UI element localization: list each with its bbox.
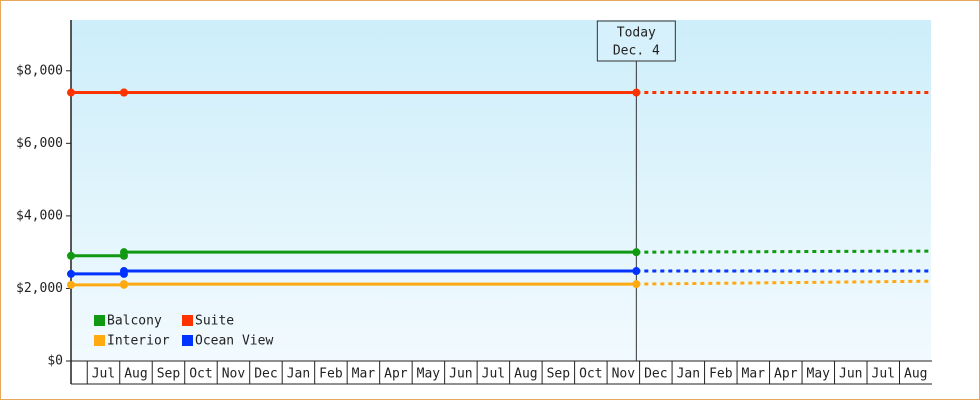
legend-swatch [94, 335, 105, 346]
price-point [632, 280, 641, 289]
price-point [67, 88, 75, 97]
x-tick-label: Jul [92, 367, 115, 382]
y-tick-label: $4,000 [16, 208, 63, 223]
x-tick-label: Oct [579, 367, 602, 382]
price-point [632, 88, 641, 97]
x-tick-label: Feb [319, 367, 343, 382]
price-line [71, 282, 637, 287]
x-tick-label: Jan [677, 367, 700, 382]
x-tick-label: Aug [904, 367, 927, 382]
today-label: Dec. 4 [613, 44, 660, 59]
price-point [119, 280, 128, 289]
plot-background [71, 20, 931, 361]
price-point [67, 280, 75, 289]
x-tick-label: Nov [612, 367, 636, 382]
y-tick-label: $6,000 [16, 136, 63, 151]
x-tick-label: Jul [872, 367, 895, 382]
x-tick-label: Feb [709, 367, 733, 382]
x-tick-label: Sep [547, 367, 571, 382]
x-tick-label: Apr [384, 367, 408, 382]
price-point [67, 269, 75, 278]
x-tick-label: Aug [514, 367, 537, 382]
x-tick-label: May [807, 367, 831, 382]
x-tick-label: Aug [124, 367, 147, 382]
price-point [119, 88, 128, 97]
x-tick-label: Dec [254, 367, 277, 382]
x-tick-label: Sep [157, 367, 181, 382]
price-point [632, 267, 641, 276]
price-point [67, 251, 75, 260]
x-tick-label: Oct [189, 367, 212, 382]
price-point [119, 248, 128, 257]
today-label: Today [617, 26, 656, 41]
x-tick-label: Nov [222, 367, 246, 382]
x-tick-label: Apr [774, 367, 798, 382]
legend-label: Interior [107, 334, 170, 349]
legend-label: Balcony [107, 314, 162, 329]
y-tick-label: $0 [47, 354, 63, 369]
x-tick-label: Mar [742, 367, 766, 382]
x-tick-label: May [417, 367, 441, 382]
legend-swatch [94, 315, 105, 326]
legend-label: Ocean View [195, 334, 273, 349]
x-tick-label: Jul [482, 367, 505, 382]
y-tick-label: $2,000 [16, 281, 63, 296]
forecast-line [636, 249, 933, 254]
price-point [119, 267, 128, 276]
legend-label: Suite [195, 314, 234, 329]
x-tick-label: Jun [449, 367, 472, 382]
x-tick-label: Dec [644, 367, 667, 382]
price-point [632, 248, 641, 257]
today-box [596, 20, 676, 62]
x-tick-label: Mar [352, 367, 376, 382]
legend-swatch [182, 315, 193, 326]
forecast-line [636, 279, 933, 286]
y-tick-label: $8,000 [16, 63, 63, 78]
x-tick-label: Jun [839, 367, 862, 382]
legend-swatch [182, 335, 193, 346]
x-tick-label: Jan [287, 367, 310, 382]
